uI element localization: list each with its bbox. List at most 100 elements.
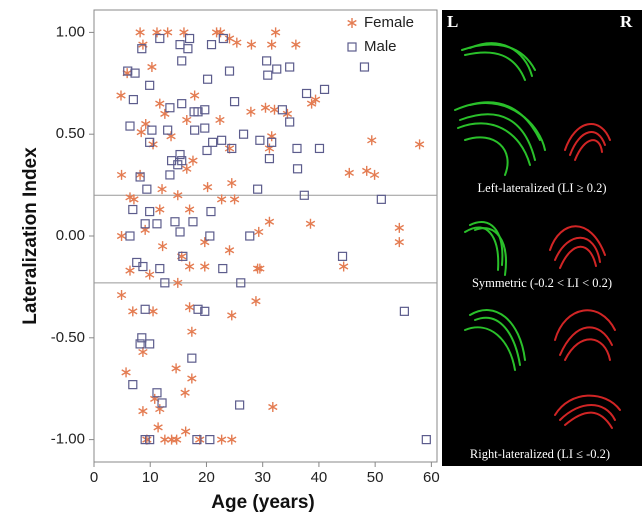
point [173,160,183,170]
point [145,435,155,445]
point [190,125,200,135]
point [229,97,240,107]
point [362,165,372,176]
point [245,231,255,241]
point [178,251,188,261]
point [175,227,185,237]
point [195,434,205,445]
caption: Right-lateralized (LI ≤ -0.2) [470,447,610,461]
point [173,190,183,201]
point [268,402,278,413]
point [277,105,287,115]
point [202,145,212,156]
point [184,302,195,313]
point [160,278,170,288]
point [152,388,162,398]
panel-background [442,10,642,466]
point [285,62,295,72]
y-tick-label: 0.50 [56,125,85,142]
point [155,263,165,274]
point [238,129,249,139]
point [177,99,187,109]
point [291,39,301,50]
point [125,265,135,276]
point [200,123,210,133]
point [227,310,237,321]
point [193,107,203,117]
point [216,434,227,445]
point [282,108,293,119]
point [263,70,273,80]
point [217,135,227,145]
x-tick-label: 50 [367,469,384,486]
point [153,422,163,433]
y-axis-title: Lateralization Index [20,147,41,325]
point [255,263,265,274]
point [254,226,264,237]
point [269,104,280,115]
point [147,62,157,73]
point [264,216,275,227]
point [180,387,190,398]
point [232,37,242,48]
point [337,251,348,261]
point [319,84,330,95]
point [251,296,261,307]
point [394,222,405,233]
point [246,106,256,117]
point [338,261,349,272]
point [262,56,272,66]
point [138,406,148,417]
point [310,94,321,105]
point [193,304,203,314]
point [187,326,197,337]
point [184,204,195,215]
point [125,121,135,131]
x-tick-label: 60 [423,469,440,486]
point [135,27,145,38]
point [177,56,187,66]
point [187,373,197,384]
point [148,306,158,317]
point [147,125,157,135]
point [140,304,150,314]
point [182,163,192,174]
point [206,40,217,50]
point [184,33,195,44]
y-tick-label: -1.00 [51,431,85,448]
point [224,66,235,76]
point [224,143,235,154]
point [260,102,271,113]
y-tick-label: 0.00 [56,227,85,244]
point [227,434,237,445]
point [128,204,138,215]
point [171,363,181,374]
point [128,380,138,390]
legend-marker [347,18,357,28]
point [202,74,213,84]
tract-panel: L R Left-lateralized (LI ≥ 0.2) Symmetri… [442,10,642,466]
point [145,206,155,217]
point [192,435,202,445]
point [129,194,139,205]
x-tick-label: 0 [90,469,98,486]
point [116,231,127,241]
point [200,261,210,272]
point [369,169,380,180]
point [376,194,386,204]
point [182,114,192,125]
point [155,98,165,109]
point [218,33,228,44]
x-axis-title: Age (years) [211,492,315,513]
point [116,90,126,101]
caption: Symmetric (-0.2 < LI < 0.2) [472,276,612,290]
point [229,194,240,205]
point [152,219,162,229]
point [215,114,225,125]
point [145,339,155,349]
point [272,64,282,74]
x-tick-label: 40 [311,469,328,486]
point [125,231,135,241]
point [227,178,237,189]
point [299,190,309,200]
